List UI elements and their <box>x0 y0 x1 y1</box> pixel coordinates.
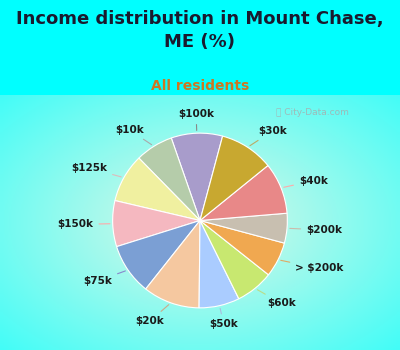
Text: $60k: $60k <box>257 290 296 308</box>
Wedge shape <box>146 220 200 308</box>
Wedge shape <box>171 133 223 220</box>
Wedge shape <box>200 213 287 243</box>
Text: All residents: All residents <box>151 79 249 93</box>
Wedge shape <box>113 201 200 247</box>
Wedge shape <box>200 220 268 299</box>
Wedge shape <box>115 158 200 220</box>
Text: $10k: $10k <box>115 125 152 145</box>
Wedge shape <box>200 136 268 220</box>
Wedge shape <box>117 220 200 289</box>
Text: Income distribution in Mount Chase,
ME (%): Income distribution in Mount Chase, ME (… <box>16 10 384 50</box>
Text: $75k: $75k <box>83 271 125 286</box>
Text: $150k: $150k <box>58 219 110 229</box>
Wedge shape <box>200 166 287 220</box>
Text: $30k: $30k <box>250 126 287 146</box>
Wedge shape <box>139 138 200 220</box>
Text: $40k: $40k <box>284 176 328 187</box>
Text: > $200k: > $200k <box>281 260 344 273</box>
Wedge shape <box>200 220 284 275</box>
Text: $20k: $20k <box>136 304 169 326</box>
Text: $125k: $125k <box>71 163 121 177</box>
Text: $50k: $50k <box>210 308 238 329</box>
Text: ⓘ City-Data.com: ⓘ City-Data.com <box>276 108 348 117</box>
Wedge shape <box>199 220 239 308</box>
Text: $200k: $200k <box>290 225 342 235</box>
Text: $100k: $100k <box>178 109 214 131</box>
